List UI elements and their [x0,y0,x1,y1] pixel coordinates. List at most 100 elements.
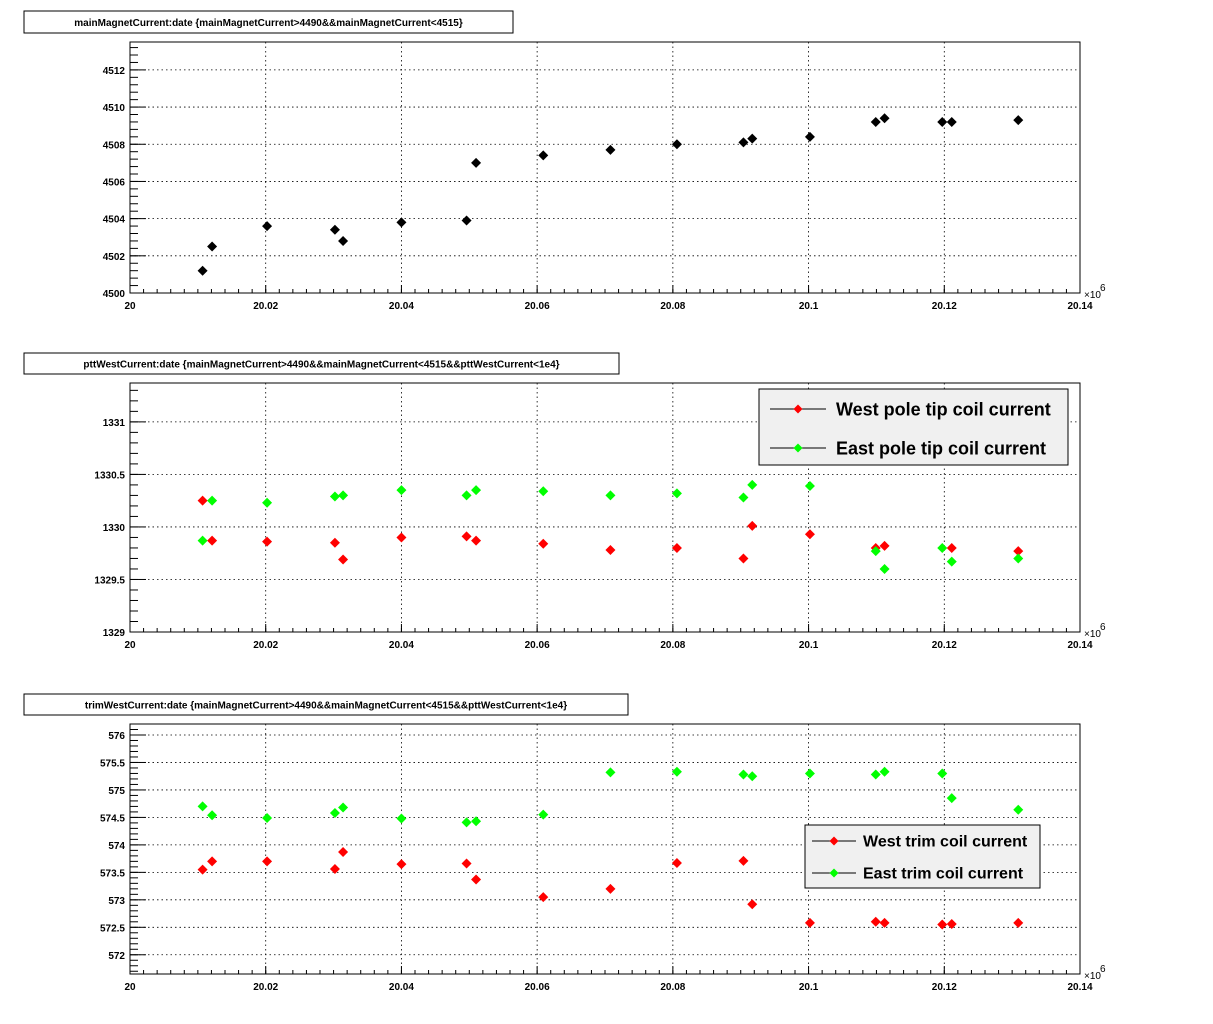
data-point [1013,917,1024,928]
series-1 [197,113,1024,276]
x-tick-label: 20.06 [525,301,550,312]
data-point [538,538,549,549]
data-point [197,535,208,546]
x-tick-label: 20.14 [1067,301,1092,312]
legend-marker [793,443,803,453]
data-point [738,769,749,780]
data-point [937,768,948,779]
x-tick-label: 20.12 [932,982,957,993]
x-tick-label: 20.14 [1067,982,1092,993]
data-point [207,535,218,546]
x-tick-label: 20.04 [389,301,414,312]
data-point [870,116,881,127]
data-point [538,892,549,903]
data-point [329,491,340,502]
x-tick-label: 20.04 [389,640,414,651]
x-tick-label: 20.02 [253,301,278,312]
legend-box [758,388,1069,466]
legend-box [804,824,1041,889]
y-tick-label: 576 [108,731,125,742]
y-tick-label: 1329 [103,628,126,639]
plot-frame [129,41,1081,294]
y-tick-label: 4510 [103,103,126,114]
data-point [804,480,815,491]
data-point [870,769,881,780]
data-point [738,492,749,503]
y-tick-label: 1330 [103,523,126,534]
y-tick-label: 574.5 [100,813,125,824]
data-point [946,542,957,553]
data-point [538,150,549,161]
data-point [338,554,349,565]
y-tick-label: 4506 [103,177,126,188]
data-point [329,537,340,548]
x-exponent-power: 6 [1100,283,1106,294]
data-point [262,221,273,232]
data-point [946,919,957,929]
data-point [197,265,208,276]
x-tick-label: 20.04 [389,982,414,993]
y-tick-label: 572 [108,951,125,962]
title-box [23,10,514,34]
x-tick-label: 20.1 [799,301,819,312]
legend-label: East trim coil current [863,866,1024,883]
data-point [804,131,815,142]
data-point [747,771,758,782]
x-tick-label: 20.08 [660,301,685,312]
data-point [329,808,340,819]
x-tick-label: 20.1 [799,982,819,993]
data-point [471,157,482,168]
x-tick-label: 20 [124,982,136,993]
data-point [338,235,349,246]
data-point [671,858,682,869]
data-point [329,864,340,875]
data-point [946,793,957,804]
x-exponent-label: ×10 [1084,971,1101,982]
x-tick-label: 20.08 [660,640,685,651]
legend-label: West pole tip coil current [836,399,1051,419]
legend-label: East pole tip coil current [836,438,1046,458]
data-point [738,553,749,564]
data-point [396,217,407,228]
data-point [1013,553,1024,564]
data-point [605,767,616,778]
data-point [879,540,890,551]
data-point [396,485,407,496]
y-tick-label: 574 [108,841,125,852]
x-exponent-label: ×10 [1084,629,1101,640]
data-point [207,495,218,506]
data-point [338,802,349,813]
chart-title: mainMagnetCurrent:date {mainMagnetCurren… [74,18,463,29]
x-tick-label: 20 [124,301,136,312]
data-point [329,224,340,235]
data-point [461,215,472,226]
data-point [207,856,218,867]
data-point [870,916,881,927]
x-tick-label: 20.02 [253,640,278,651]
y-tick-label: 4502 [103,252,126,263]
series-2 [197,766,1024,828]
data-point [207,810,218,821]
y-tick-label: 1330.5 [94,470,125,481]
x-tick-label: 20.12 [932,640,957,651]
data-point [937,542,948,553]
y-tick-label: 575 [108,786,125,797]
data-point [879,917,890,928]
x-exponent-label: ×10 [1084,290,1101,301]
x-tick-label: 20.06 [525,982,550,993]
x-tick-label: 20 [124,640,136,651]
data-point [338,847,349,858]
data-point [1013,115,1024,126]
x-exponent-power: 6 [1100,622,1106,633]
y-tick-label: 4504 [103,215,126,226]
data-point [207,241,218,252]
y-tick-label: 573 [108,896,125,907]
y-tick-label: 1329.5 [94,575,125,586]
data-point [804,917,815,928]
data-point [605,883,616,894]
data-point [747,520,758,531]
data-point [396,859,407,870]
data-point [946,116,957,127]
data-point [262,536,273,547]
x-tick-label: 20.1 [799,640,819,651]
